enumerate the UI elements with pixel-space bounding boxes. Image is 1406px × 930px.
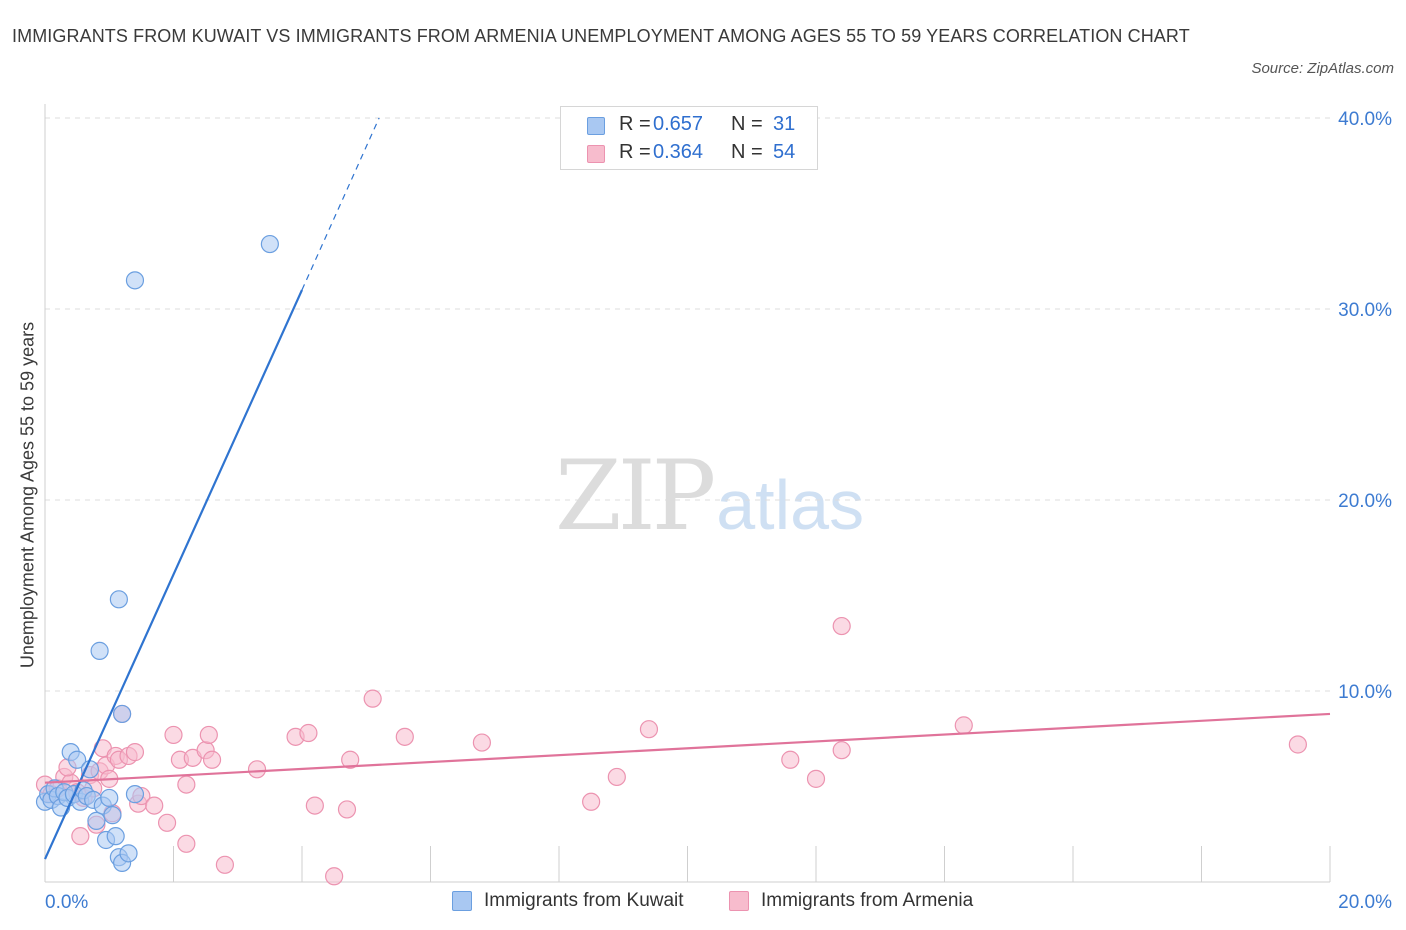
kuwait-point [260,234,279,254]
armenia-point [71,827,90,846]
armenia-point [582,792,601,811]
armenia-point [177,834,196,853]
trend-lines [43,117,1331,860]
armenia-point [832,616,851,636]
legend-r-value-armenia: 0.364 [653,141,704,163]
x-tick-label: 20.0% [1338,892,1392,913]
kuwait-point [87,811,106,830]
kuwait-point [100,788,119,808]
armenia-point [145,796,164,815]
kuwait-trend-extension [301,117,380,291]
source-label: Source: ZipAtlas.com [1251,60,1394,77]
armenia-point [299,723,318,743]
armenia-point [337,800,357,819]
armenia-point [395,727,414,746]
legend-n-value-armenia: 54 [773,141,796,163]
armenia-point [125,743,145,762]
armenia-point [341,750,360,769]
kuwait-point [125,271,145,290]
armenia-point [164,725,183,745]
legend-r-label: R = [619,113,651,135]
grid-lines [45,117,1330,692]
legend-swatch-kuwait [587,117,605,135]
bottom-legend-label-armenia: Immigrants from Armenia [761,890,974,911]
y-tick-label: 20.0% [1338,491,1392,512]
data-points [35,234,1307,886]
armenia-point [215,855,234,874]
legend-swatch-armenia [587,145,605,163]
legend-n-label: N = [731,113,763,135]
armenia-point [177,775,196,794]
y-tick-label: 30.0% [1338,300,1392,321]
kuwait-point [125,785,145,804]
armenia-trend-line [44,712,1331,784]
correlation-legend: R = 0.657 N = 31 R = 0.364 N = 54 [560,106,818,170]
armenia-point [607,767,626,787]
armenia-point [363,689,382,708]
armenia-point [1288,735,1307,754]
armenia-point [781,750,800,769]
bottom-legend-label-kuwait: Immigrants from Kuwait [484,890,684,911]
kuwait-point [109,590,128,609]
armenia-point [806,769,826,788]
tick-labels: 10.0% 20.0% 30.0% 40.0% 0.0% 20.0% [45,109,1392,913]
armenia-point [832,741,851,760]
y-tick-label: 10.0% [1338,682,1392,703]
chart-title: IMMIGRANTS FROM KUWAIT VS IMMIGRANTS FRO… [12,26,1190,46]
armenia-point [247,760,267,779]
bottom-legend-swatch-kuwait [452,891,472,911]
bottom-legend-swatch-armenia [729,891,749,911]
axes [44,104,1331,883]
kuwait-point [112,704,132,724]
kuwait-point [68,750,87,769]
kuwait-point [106,827,125,846]
armenia-point [954,716,973,735]
kuwait-point [103,806,122,825]
legend-r-value-kuwait: 0.657 [653,113,704,135]
y-axis-label: Unemployment Among Ages 55 to 59 years [17,321,38,669]
armenia-point [202,750,222,769]
legend-r-label: R = [619,141,651,163]
kuwait-trend-line [43,289,304,860]
armenia-point [157,813,177,832]
legend-n-value-kuwait: 31 [773,113,796,135]
legend-n-label: N = [731,141,763,163]
armenia-point [639,720,659,739]
kuwait-point [90,641,109,660]
x-tick-label: 0.0% [45,892,88,913]
armenia-point [305,796,324,815]
y-tick-label: 40.0% [1338,109,1392,130]
armenia-point [472,733,491,752]
armenia-point [199,725,218,745]
kuwait-point [119,844,138,863]
armenia-point [325,867,344,886]
